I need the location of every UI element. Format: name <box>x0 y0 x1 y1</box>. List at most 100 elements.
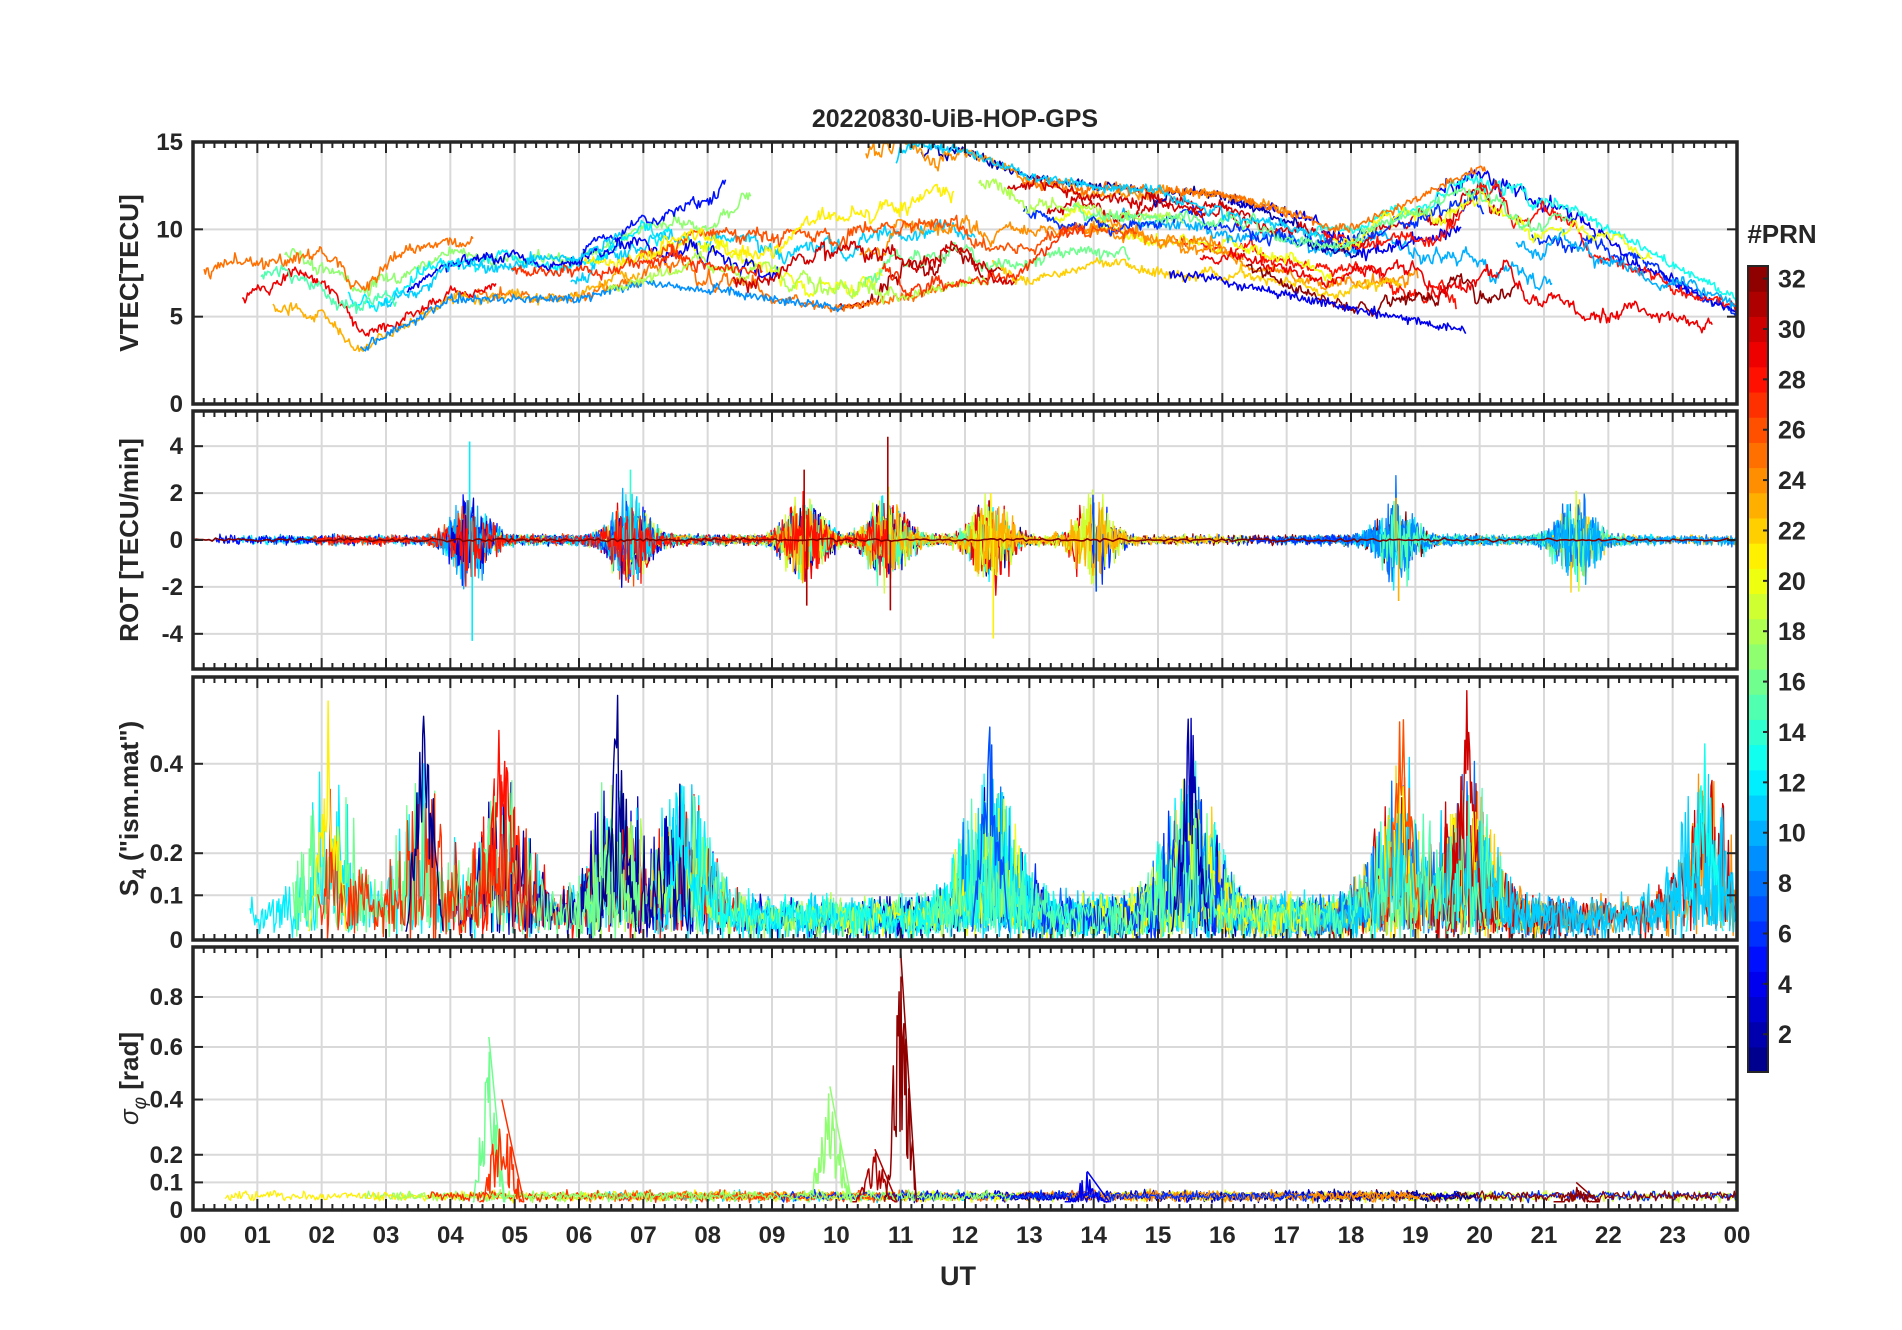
vtec-series-line <box>1332 188 1653 261</box>
colorbar-segment <box>1748 744 1768 771</box>
s4-peak <box>1446 690 1486 932</box>
x-tick-label: 19 <box>1402 1222 1429 1249</box>
rot-baseline <box>192 537 1734 543</box>
x-tick-label: 16 <box>1209 1222 1236 1249</box>
figure-title: 20220830-UiB-HOP-GPS <box>812 105 1098 133</box>
panel-rot: -4 -2 0 2 4 ROT [TECU/min] <box>114 409 1739 671</box>
vtec-series-line <box>881 225 1085 298</box>
s4-series-line <box>292 780 641 940</box>
x-ticks <box>192 142 1738 404</box>
y-tick-label: 0.4 <box>150 751 184 778</box>
s4-peak <box>1383 719 1422 932</box>
vtec-series-line <box>1245 263 1516 317</box>
colorbar-segment <box>1748 467 1768 494</box>
colorbar-segment <box>1748 442 1768 469</box>
subscript: 4 <box>130 868 151 879</box>
s4-peak <box>481 729 522 932</box>
vtec-series-line <box>380 231 622 308</box>
vtec-series-line <box>583 183 955 274</box>
sigma-series-line <box>491 1189 1015 1203</box>
axes-frame: -4 -2 0 2 4 ROT [TECU/min] <box>114 409 1739 671</box>
x-tick-labels: 00 01 02 03 04 05 06 07 08 09 10 11 12 13 14 15 16 17 18 19… <box>180 1222 1751 1249</box>
s4-peak <box>405 715 444 932</box>
colorbar-segment <box>1748 1021 1768 1048</box>
y-tick-label: 2 <box>170 480 183 507</box>
vtec-series-line <box>732 240 1016 294</box>
colorbar-segment <box>1748 719 1768 746</box>
x-tick-label: 15 <box>1145 1222 1172 1249</box>
y-axis-label: ROT [TECU/min] <box>114 438 144 642</box>
colorbar-segment <box>1748 694 1768 720</box>
colorbar-segment <box>1748 794 1768 821</box>
colorbar-segment <box>1748 920 1768 947</box>
s4-peak <box>971 726 1010 932</box>
rot-peak <box>989 493 995 639</box>
vtec-series-line <box>859 214 1244 265</box>
colorbar-segment <box>1748 291 1768 317</box>
colorbar-tick-label: 16 <box>1778 669 1806 697</box>
s4-series-line <box>1478 795 1738 939</box>
x-tick-label: 08 <box>694 1222 721 1249</box>
y-axis-label: σφ [rad] <box>114 1032 151 1125</box>
vtec-series <box>203 141 1738 353</box>
colorbar-tick-label: 12 <box>1778 769 1806 797</box>
y-tick-label: 0.6 <box>150 1034 183 1061</box>
colorbar-segment <box>1748 593 1768 620</box>
y-tick-label: 0.2 <box>150 840 183 867</box>
x-tick-label: 21 <box>1531 1222 1558 1249</box>
s4-series-line <box>317 787 537 941</box>
x-tick-label: 12 <box>952 1222 979 1249</box>
label-rest: ("ism.mat") <box>114 721 144 868</box>
y-tick-label: 4 <box>170 433 184 460</box>
colorbar-segment <box>1748 316 1768 343</box>
y-tick-label: 0 <box>170 391 183 418</box>
colorbar-tick-label: 14 <box>1778 719 1806 747</box>
x-tick-label: 07 <box>630 1222 657 1249</box>
s4-series-line <box>926 780 1505 941</box>
x-tick-label: 04 <box>437 1222 464 1249</box>
colorbar-tick-label: 22 <box>1778 517 1806 545</box>
x-ticks <box>192 411 1738 669</box>
vtec-series-line <box>360 278 845 352</box>
label-rest: [rad] <box>114 1032 144 1097</box>
x-tick-label: 02 <box>308 1222 335 1249</box>
colorbar-tick-label: 26 <box>1778 417 1806 445</box>
subscript: φ <box>130 1097 151 1109</box>
panel-sigma-phi: 00.10.2 0.4 0.6 0.8 σφ [rad] <box>114 945 1739 1224</box>
x-tick-label: 03 <box>373 1222 400 1249</box>
colorbar-segment <box>1748 492 1768 519</box>
colorbar-segment <box>1748 895 1768 922</box>
vtec-series-line <box>1435 169 1736 313</box>
y-tick-label: 10 <box>156 216 183 243</box>
colorbar-segment <box>1748 643 1768 670</box>
s4-series-line <box>452 781 693 940</box>
panel-vtec: 0 5 10 15 VTEC[TECU] <box>114 129 1739 418</box>
x-tick-label: 06 <box>566 1222 593 1249</box>
s4-peak <box>308 700 348 932</box>
y-tick-label: 0 <box>170 1197 183 1224</box>
sigma-peak <box>807 1086 853 1203</box>
sigma-series-line <box>1328 1188 1738 1203</box>
y-axis-label: S4 ("ism.mat") <box>114 721 151 896</box>
x-axis-label: UT <box>940 1261 976 1291</box>
vtec-series-line <box>1515 229 1737 309</box>
colorbar-segment <box>1748 341 1768 368</box>
sigma-peak <box>1553 1181 1599 1203</box>
s4-series-line <box>1029 799 1225 940</box>
vtec-series-line <box>582 179 727 252</box>
colorbar-segment <box>1748 820 1768 846</box>
colorbar-tick-label: 8 <box>1778 870 1792 898</box>
colorbar-segment <box>1748 996 1768 1023</box>
x-tick-label: 00 <box>180 1222 207 1249</box>
rot-series <box>192 436 1738 641</box>
sigma-series-line <box>588 1188 1163 1203</box>
vtec-series-line <box>1046 181 1505 252</box>
s4-peak <box>598 694 637 932</box>
colorbar-tick-label: 18 <box>1778 618 1806 646</box>
vtec-series-line <box>241 266 497 337</box>
colorbar-segment <box>1748 391 1768 418</box>
x-ticks <box>192 947 1738 1210</box>
x-tick-label: 20 <box>1466 1222 1493 1249</box>
colorbar-tick-label: 10 <box>1778 820 1806 848</box>
